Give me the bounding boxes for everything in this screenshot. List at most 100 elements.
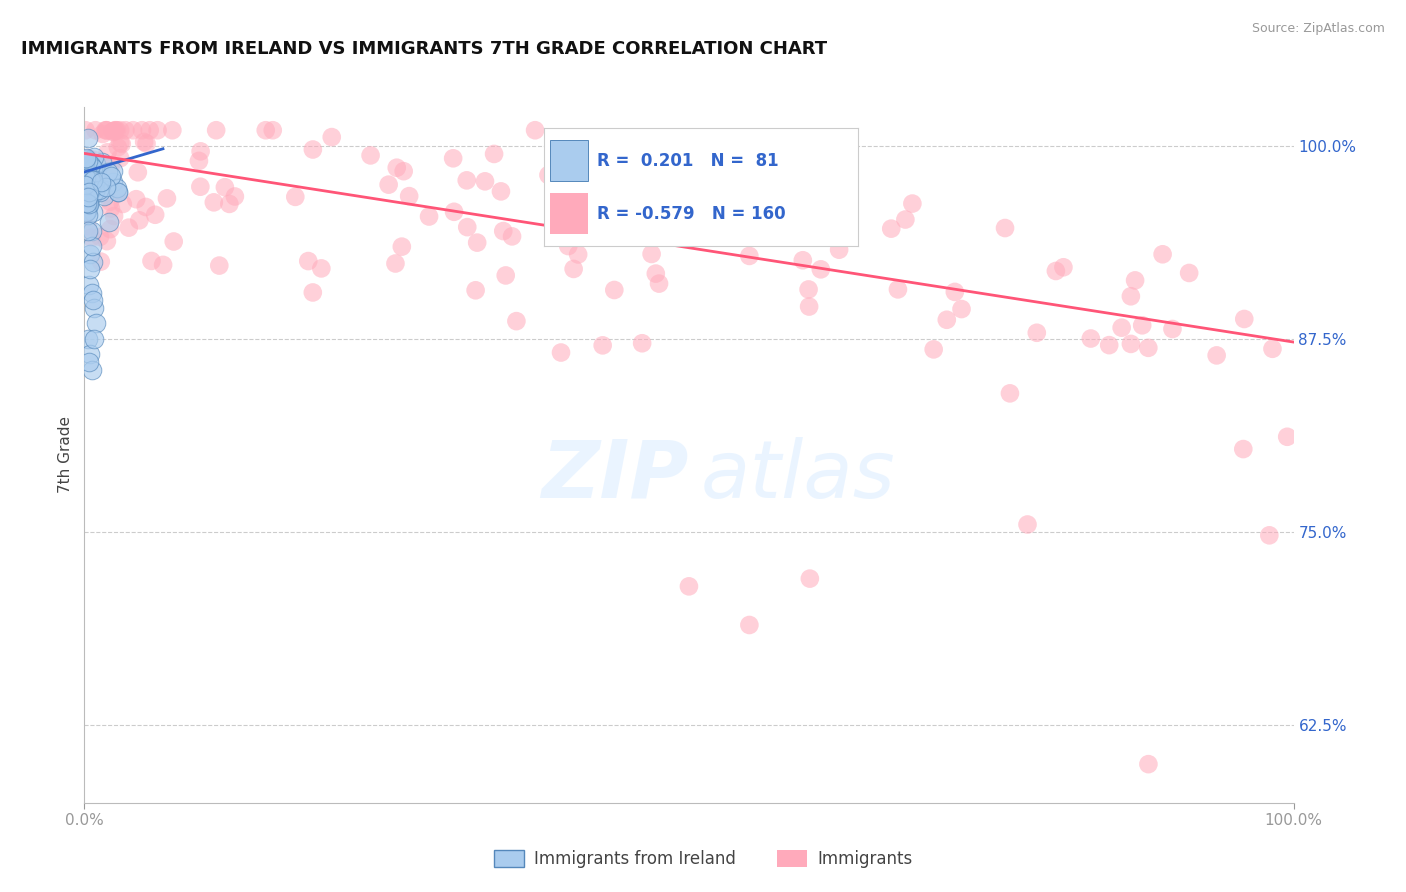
Point: [77, 194, 100, 209]
Point: [254, 123, 277, 137]
Point: [190, 145, 212, 159]
Point: [110, 136, 132, 150]
Point: [82, 161, 104, 175]
Point: [146, 123, 169, 137]
Point: [1017, 517, 1039, 532]
Point: [1137, 341, 1160, 355]
Point: [80, 224, 103, 238]
Point: [134, 135, 156, 149]
Point: [567, 214, 589, 228]
Point: [82, 187, 104, 202]
Point: [610, 228, 633, 243]
Point: [1232, 442, 1254, 456]
Point: [75, 156, 97, 170]
Point: [77, 208, 100, 222]
Point: [208, 259, 231, 273]
Point: [321, 130, 343, 145]
Point: [103, 124, 125, 138]
Point: [894, 212, 917, 227]
Point: [107, 185, 129, 199]
Point: [742, 175, 765, 189]
Point: [1052, 260, 1074, 275]
Point: [98, 222, 121, 236]
Point: [114, 123, 136, 137]
Point: [1178, 266, 1201, 280]
Point: [377, 178, 399, 192]
Text: Source: ZipAtlas.com: Source: ZipAtlas.com: [1251, 22, 1385, 36]
Point: [626, 193, 648, 207]
Point: [83, 153, 105, 167]
Point: [579, 155, 602, 169]
Point: [118, 220, 141, 235]
Point: [77, 173, 100, 187]
Point: [84, 123, 107, 137]
Point: [616, 199, 638, 213]
Point: [82, 254, 104, 268]
Point: [107, 185, 129, 199]
Point: [141, 254, 163, 268]
Point: [108, 151, 131, 165]
Point: [96, 123, 118, 137]
Point: [101, 163, 124, 178]
Point: [156, 191, 179, 205]
Point: [943, 285, 966, 299]
Point: [187, 153, 209, 168]
Point: [482, 147, 505, 161]
Point: [1161, 322, 1184, 336]
Text: ZIP: ZIP: [541, 437, 689, 515]
Point: [107, 185, 129, 199]
Point: [75, 161, 97, 176]
Point: [658, 223, 681, 237]
Point: [96, 145, 118, 160]
Point: [557, 239, 579, 253]
Point: [82, 173, 104, 187]
Point: [202, 195, 225, 210]
Point: [537, 168, 560, 182]
Point: [575, 221, 598, 235]
Point: [80, 183, 103, 197]
Point: [75, 152, 97, 166]
Point: [75, 161, 97, 175]
Point: [138, 123, 160, 137]
Point: [492, 224, 515, 238]
Point: [360, 148, 382, 162]
Point: [673, 223, 696, 237]
Point: [77, 198, 100, 212]
Point: [738, 249, 761, 263]
Point: [644, 267, 666, 281]
Point: [122, 123, 145, 137]
Point: [96, 123, 118, 137]
Point: [548, 219, 571, 234]
Point: [214, 180, 236, 194]
Point: [100, 202, 122, 216]
Point: [828, 243, 851, 257]
Point: [73, 178, 96, 192]
Point: [901, 196, 924, 211]
Point: [77, 151, 100, 165]
Point: [77, 153, 100, 168]
Point: [797, 300, 820, 314]
Point: [77, 277, 100, 292]
Point: [935, 312, 957, 326]
Point: [631, 336, 654, 351]
Point: [75, 194, 97, 209]
Point: [524, 123, 547, 137]
Point: [80, 174, 103, 188]
Point: [103, 209, 125, 223]
Point: [77, 167, 100, 181]
Point: [77, 224, 100, 238]
Point: [1258, 528, 1281, 542]
Point: [1111, 320, 1133, 334]
Point: [127, 165, 149, 179]
Point: [79, 159, 101, 173]
Point: [80, 230, 103, 244]
Point: [105, 123, 128, 137]
Point: [135, 200, 157, 214]
Point: [1080, 332, 1102, 346]
Point: [80, 158, 103, 172]
Point: [443, 204, 465, 219]
Point: [654, 230, 676, 244]
Point: [104, 123, 127, 137]
Point: [80, 285, 103, 300]
Point: [595, 169, 617, 184]
